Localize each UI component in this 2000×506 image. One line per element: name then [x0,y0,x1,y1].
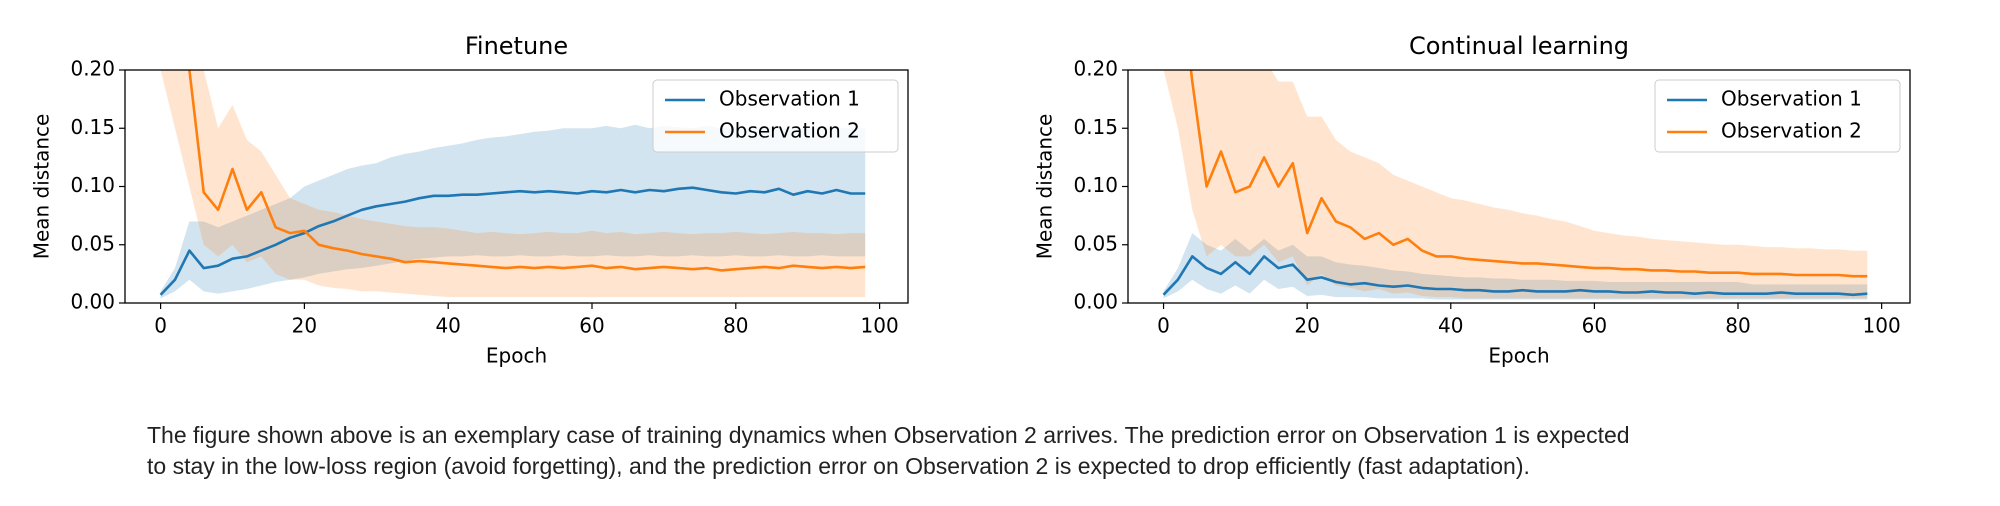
x-tick-label: 60 [1582,314,1607,338]
y-tick-label: 0.20 [70,57,115,81]
x-tick-label: 40 [435,314,460,338]
x-tick-label: 40 [1438,314,1463,338]
y-tick-label: 0.10 [1073,173,1118,197]
series-line [1189,70,1868,278]
legend-label: Observation 2 [719,119,860,143]
y-tick-label: 0.20 [1073,57,1118,81]
plot-area [1162,70,1868,300]
legend-label: Observation 1 [1721,87,1862,111]
y-axis-label: Mean distance [30,114,54,260]
legend-label: Observation 1 [719,87,860,111]
chart-title: Finetune [465,32,568,60]
series-line [1162,255,1868,297]
error-band [160,70,866,298]
x-tick-label: 80 [723,314,748,338]
plot-area [159,70,866,299]
y-tick-label: 0.15 [1073,115,1118,139]
series-line [188,70,866,272]
x-tick-label: 100 [1863,314,1901,338]
y-tick-label: 0.10 [70,173,115,197]
error-band [1163,70,1868,299]
y-tick-label: 0.05 [1073,231,1118,255]
x-tick-label: 80 [1725,314,1750,338]
x-tick-label: 100 [861,314,899,338]
legend-box [652,79,899,153]
y-tick-label: 0.15 [70,115,115,139]
caption-line: The figure shown above is an exemplary c… [147,422,1630,448]
legend-label: Observation 2 [1721,119,1862,143]
chart-title: Continual learning [1409,32,1629,60]
x-axis-label: Epoch [1488,344,1549,368]
y-tick-label: 0.00 [70,290,115,314]
y-tick-label: 0.00 [1073,290,1118,314]
x-tick-label: 0 [1157,314,1170,338]
caption-line: to stay in the low-loss region (avoid fo… [147,453,1530,479]
series-line [159,186,866,296]
y-axis-label: Mean distance [1033,114,1057,260]
x-axis-label: Epoch [486,344,547,368]
y-tick-label: 0.05 [70,231,115,255]
x-tick-label: 20 [292,314,317,338]
error-band [160,124,866,299]
x-tick-label: 60 [579,314,604,338]
legend-box [1654,79,1901,153]
x-tick-label: 20 [1294,314,1319,338]
x-tick-label: 0 [154,314,167,338]
